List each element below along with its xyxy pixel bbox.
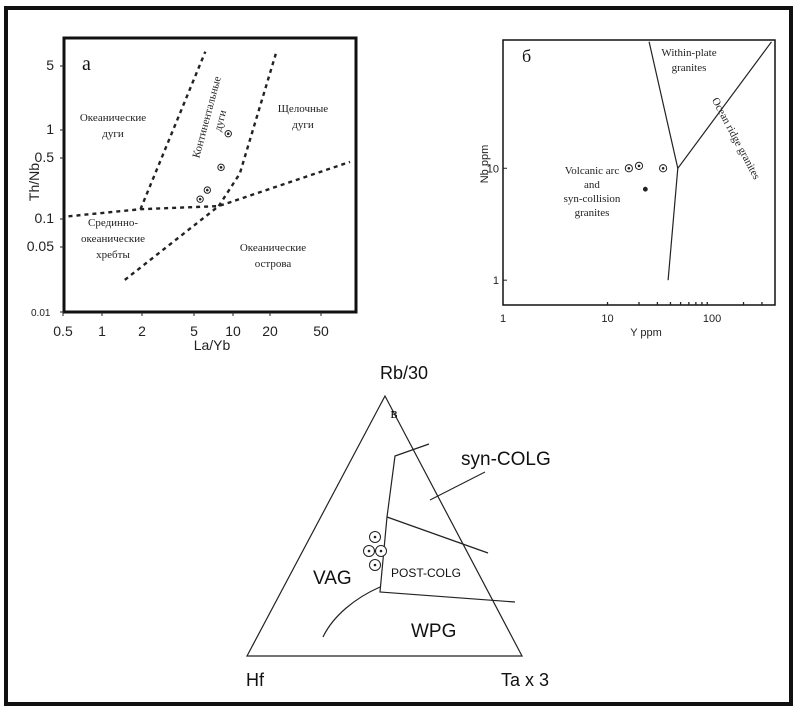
data-point-center	[367, 549, 371, 553]
field-label-group: Срединно-океанические хребты	[81, 217, 145, 261]
field-label-group: Щелочные дуги	[278, 103, 328, 131]
y-tick-label: 5	[46, 57, 54, 73]
apex-label-top: Rb/30	[380, 363, 428, 383]
field-label: Срединно-	[88, 217, 138, 229]
field-label: granites	[672, 62, 707, 74]
y-tick-label: 1	[493, 275, 499, 287]
x-tick-label: 20	[262, 323, 278, 339]
field-label: дуги	[102, 128, 124, 140]
plot-area	[62, 36, 358, 314]
panel-a-chart: 0.5 1 2 5 10 20 500.010.050.10.515La/YbTh/NbаО…	[26, 36, 358, 353]
plot-area	[502, 39, 776, 306]
apex-label-left: Hf	[246, 670, 265, 690]
field-label: syn-collision	[564, 193, 621, 205]
x-tick-label: 2	[138, 323, 146, 339]
boundary-line	[68, 160, 351, 218]
y-tick-label: 0.5	[35, 149, 55, 165]
data-point	[373, 549, 377, 553]
field-label: Volcanic arc	[565, 165, 620, 177]
data-point-center	[206, 188, 209, 192]
x-tick-label: 1	[98, 323, 106, 339]
x-axis-label: Y ppm	[630, 327, 662, 339]
field-label: Щелочные	[278, 103, 328, 115]
ternary-triangle	[246, 394, 523, 657]
x-axis-label: La/Yb	[194, 337, 231, 353]
y-tick-label: 0.05	[27, 238, 54, 254]
data-point-center	[661, 166, 665, 170]
data-point	[642, 186, 648, 192]
field-label: syn-COLG	[461, 449, 551, 470]
field-label: дуги	[212, 109, 229, 133]
boundary-line	[217, 53, 277, 207]
x-tick-label: 10	[225, 323, 241, 339]
data-point-center	[373, 563, 377, 567]
x-tick-label: 0.5	[53, 323, 73, 339]
panel-c-ternary: Rb/30 Hf Ta x 3 в syn-COLG VAG POST-COLG WPG	[246, 363, 551, 690]
field-label: and	[584, 179, 600, 191]
field-label-group: Volcanic arc and syn-collision granites	[564, 165, 621, 219]
x-tick-label: 5	[190, 323, 198, 339]
y-tick-label: 0.01	[31, 308, 51, 319]
field-label: Океанические	[240, 242, 306, 254]
panel-b-chart: 1 10 100 1 10 Y ppm Nb ppm б Within-plate granite…	[479, 39, 776, 339]
data-point-center	[627, 166, 631, 170]
field-label: VAG	[313, 568, 352, 589]
boundary-line	[386, 516, 489, 554]
apex-label-right: Ta x 3	[501, 670, 549, 690]
field-label: Within-plate	[661, 47, 716, 59]
data-point-center	[637, 164, 641, 168]
boundary-line	[667, 168, 679, 281]
x-tick-label: 100	[703, 313, 721, 325]
y-tick-label: 0.1	[35, 210, 55, 226]
data-point-center	[219, 166, 223, 169]
panel-label: б	[522, 46, 531, 66]
field-label: хребты	[96, 249, 130, 261]
field-label-group: Within-plate granites	[661, 47, 716, 74]
boundary-line	[322, 586, 381, 638]
field-label: WPG	[411, 621, 456, 642]
y-axis-label: Nb ppm	[479, 145, 491, 184]
y-axis-label: Th/Nb	[26, 163, 42, 201]
field-label: Океанические	[80, 112, 146, 124]
boundary-line	[124, 205, 220, 281]
x-tick-label: 50	[313, 323, 329, 339]
panel-label: в	[390, 406, 397, 422]
data-point-center	[379, 549, 383, 553]
leader-line	[429, 471, 486, 501]
field-label: океанические	[81, 233, 145, 245]
field-label-group: Океанические дуги	[80, 112, 146, 140]
data-point-center	[373, 535, 377, 539]
field-label: POST-COLG	[391, 566, 461, 580]
field-label: дуги	[292, 119, 314, 131]
y-tick-label: 1	[46, 121, 54, 137]
data-point-center	[226, 132, 230, 135]
field-label: острова	[255, 258, 292, 270]
y-tick-label: 10	[487, 163, 499, 175]
field-label: granites	[575, 207, 610, 219]
data-point-center	[198, 197, 202, 201]
x-tick-label: 1	[500, 313, 506, 325]
x-tick-label: 10	[601, 313, 613, 325]
field-label-group: Океанические острова	[240, 242, 306, 270]
panel-label: а	[82, 53, 91, 75]
